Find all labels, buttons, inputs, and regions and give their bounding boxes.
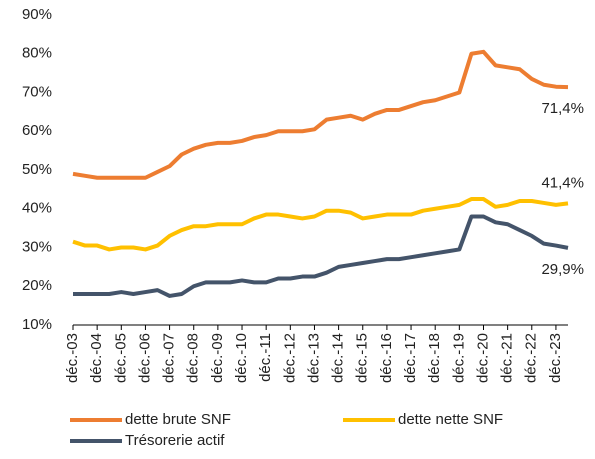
y-tick-label: 50% bbox=[22, 161, 52, 178]
x-tick-label: déc.-21 bbox=[499, 333, 516, 383]
end-label: 71,4% bbox=[541, 100, 584, 117]
legend-label: dette brute SNF bbox=[125, 411, 231, 428]
x-tick-label: déc.-09 bbox=[209, 333, 226, 383]
x-tick-label: déc.-22 bbox=[523, 333, 540, 383]
x-tick-label: déc.-11 bbox=[257, 333, 274, 382]
y-tick-label: 20% bbox=[22, 277, 52, 294]
x-tick-label: déc.-07 bbox=[161, 333, 178, 383]
x-tick-label: déc.-13 bbox=[305, 333, 322, 383]
x-tick-label: déc.-18 bbox=[426, 333, 443, 383]
x-tick-label: déc.-16 bbox=[378, 333, 395, 383]
legend-label: Trésorerie actif bbox=[125, 432, 225, 449]
x-tick-label: déc.-14 bbox=[330, 333, 347, 383]
x-tick-label: déc.-08 bbox=[185, 333, 202, 383]
y-tick-label: 90% bbox=[22, 6, 52, 23]
series-line bbox=[72, 197, 569, 252]
end-label: 29,9% bbox=[541, 261, 584, 278]
x-tick-label: déc.-23 bbox=[547, 333, 564, 383]
x-tick-label: déc.-19 bbox=[450, 333, 467, 383]
x-tick-label: déc.-04 bbox=[88, 333, 105, 383]
end-label: 41,4% bbox=[541, 174, 584, 191]
y-tick-label: 80% bbox=[22, 45, 52, 62]
series-line bbox=[73, 214, 569, 298]
x-tick-label: déc.-20 bbox=[474, 333, 491, 383]
y-tick-label: 70% bbox=[22, 83, 52, 100]
x-tick-label: déc.-17 bbox=[402, 333, 419, 383]
y-tick-label: 30% bbox=[22, 238, 52, 255]
x-tick-label: déc.-03 bbox=[64, 333, 81, 383]
y-tick-label: 40% bbox=[22, 200, 52, 217]
x-tick-label: déc.-05 bbox=[112, 333, 129, 383]
x-tick-label: déc.-10 bbox=[233, 333, 250, 383]
y-tick-label: 10% bbox=[22, 316, 52, 333]
x-tick-label: déc.-15 bbox=[354, 333, 371, 383]
series-line bbox=[72, 49, 569, 180]
x-tick-label: déc.-06 bbox=[136, 333, 153, 383]
legend-label: dette nette SNF bbox=[398, 411, 503, 428]
x-tick-label: déc.-12 bbox=[281, 333, 298, 383]
y-tick-label: 60% bbox=[22, 122, 52, 139]
